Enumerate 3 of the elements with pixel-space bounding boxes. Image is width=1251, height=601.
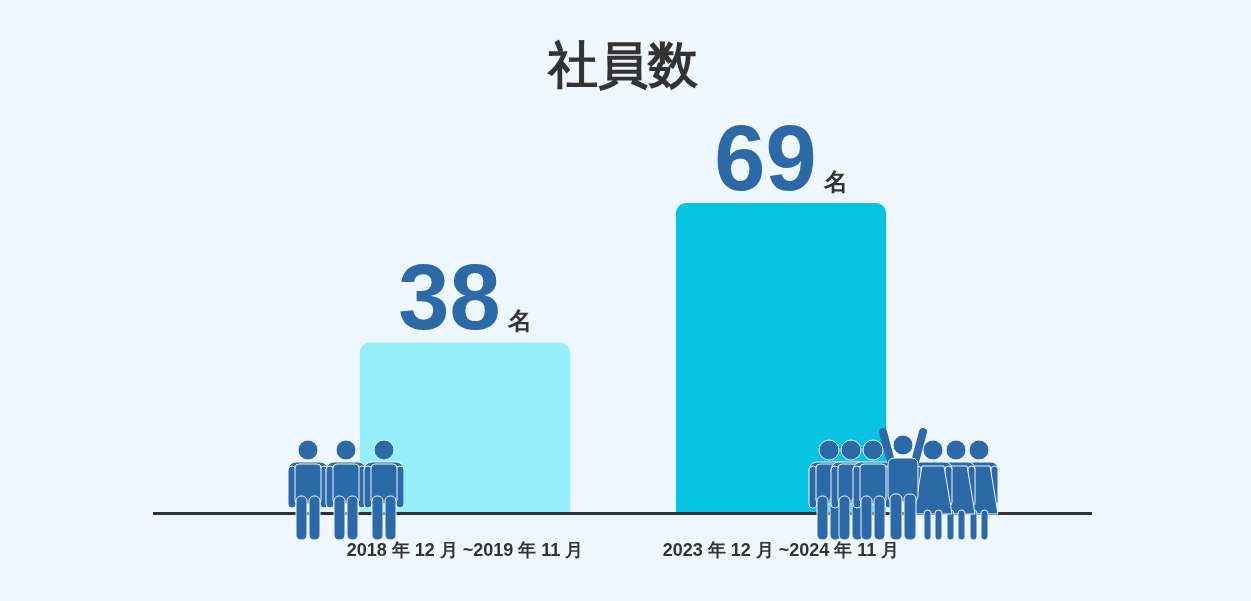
x-tick-label: 2018 年 12 月 ~2019 年 11 月 [346, 540, 584, 561]
x-tick-label: 2023 年 12 月 ~2024 年 11 月 [662, 540, 900, 561]
chart-title: 社員数 [546, 36, 699, 93]
